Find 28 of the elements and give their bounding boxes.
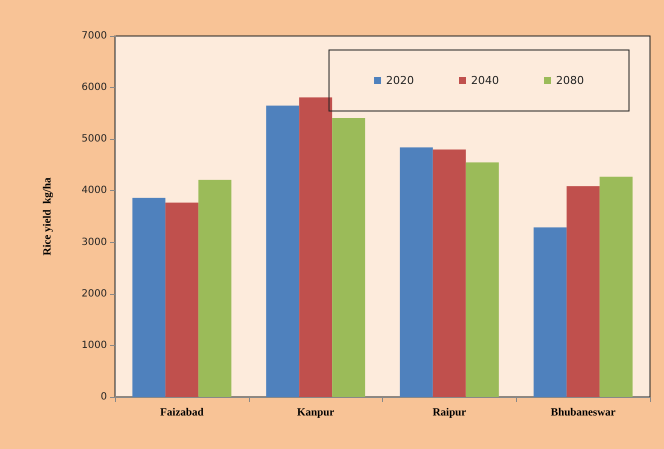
y-tick-label: 7000: [82, 30, 107, 42]
bar: [132, 198, 166, 397]
x-tick-label: Bhubaneswar: [550, 406, 616, 418]
legend-label: 2020: [386, 74, 414, 87]
x-tick-label: Raipur: [432, 406, 466, 418]
legend-label: 2040: [471, 74, 500, 87]
bar: [198, 180, 232, 397]
y-axis-title: Rice yield kg/ha: [42, 177, 54, 256]
bar: [400, 147, 433, 397]
bar: [332, 118, 366, 397]
x-tick-label: Kanpur: [296, 406, 334, 418]
y-tick-label: 6000: [82, 82, 107, 94]
bar: [266, 106, 300, 397]
y-tick-label: 0: [100, 392, 107, 402]
legend-label: 2080: [556, 74, 584, 87]
bar: [600, 176, 633, 397]
y-tick-label: 5000: [82, 134, 107, 145]
y-tick-label: 1000: [82, 340, 107, 351]
bar: [165, 202, 198, 397]
y-tick-label: 3000: [82, 236, 107, 248]
y-tick-label: 4000: [82, 185, 107, 196]
y-tick-label: 2000: [82, 288, 107, 300]
bar: [466, 162, 499, 397]
x-tick-label: Faizabad: [160, 406, 204, 418]
bar: [566, 186, 600, 397]
bar: [534, 227, 567, 397]
bar: [432, 149, 466, 397]
bar: [299, 97, 332, 397]
